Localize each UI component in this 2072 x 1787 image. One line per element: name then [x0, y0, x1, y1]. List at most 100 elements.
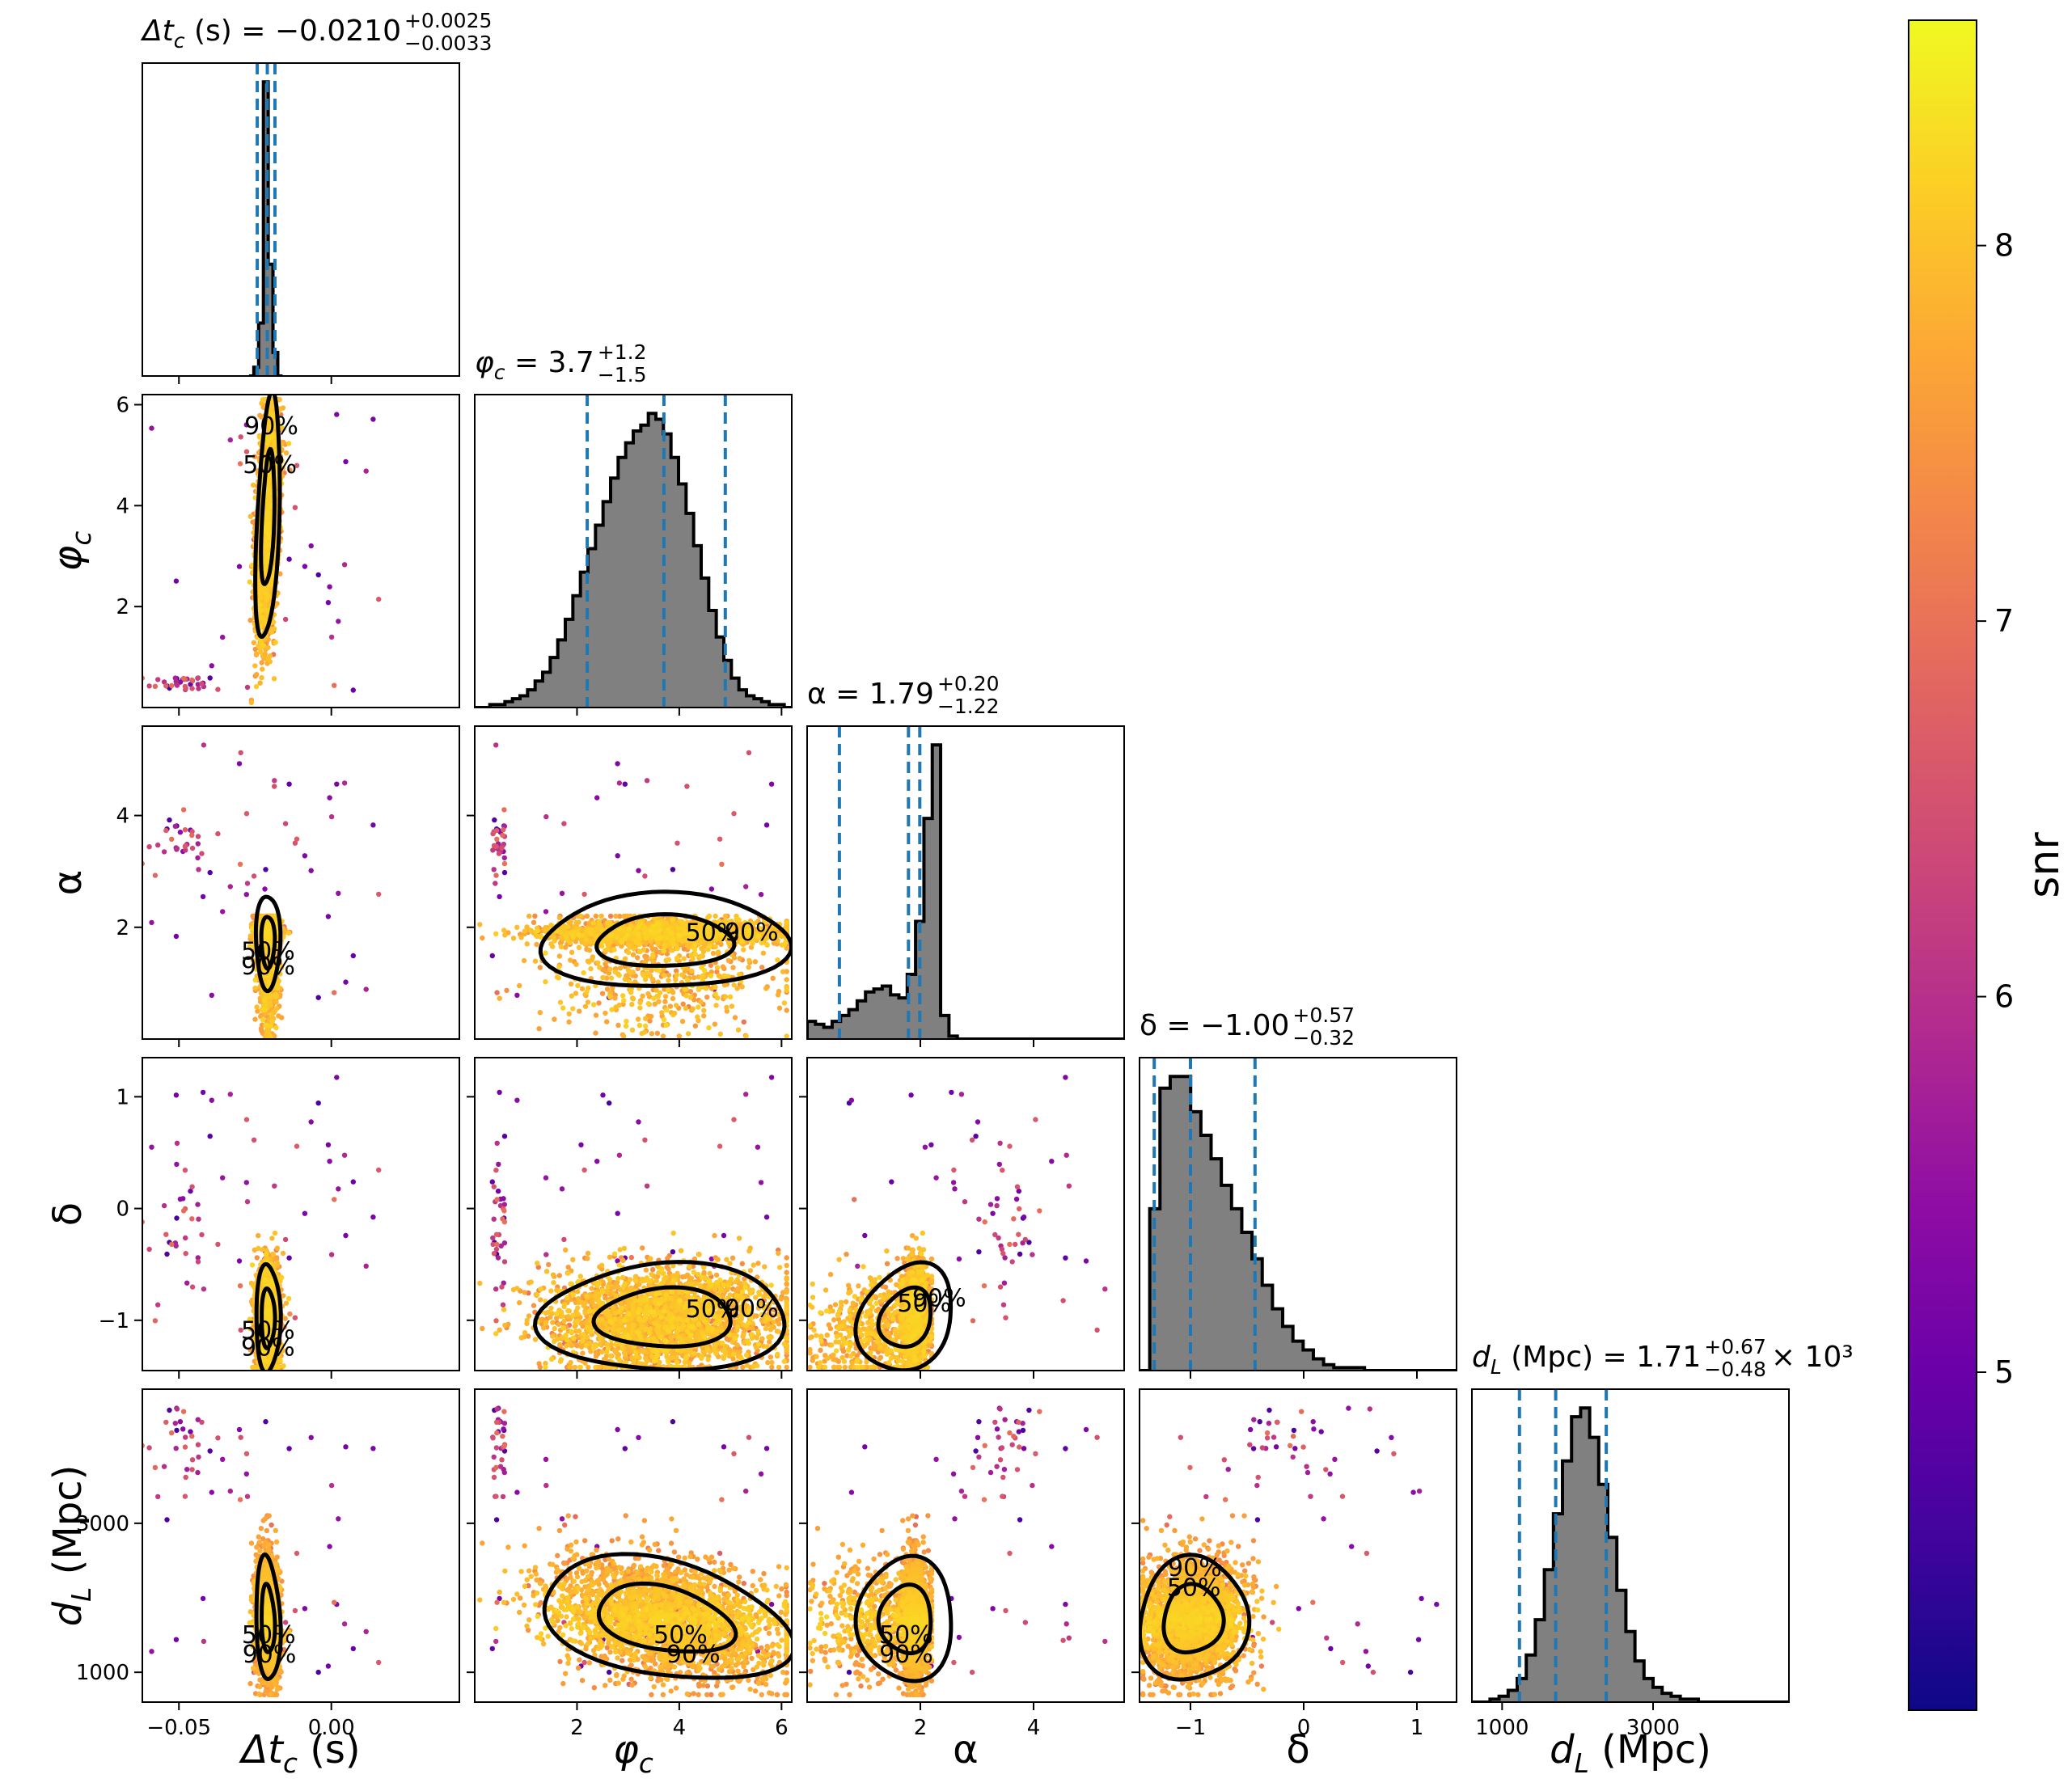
scatter-point — [259, 674, 264, 681]
scatter-point — [334, 412, 340, 417]
scatter-point — [328, 634, 335, 640]
scatter-point — [167, 817, 172, 823]
panel-grid: Δtc (s) = −0.0210 +0.0025−0.003350%90%246… — [45, 9, 1854, 1779]
scatter-point — [332, 990, 337, 995]
scatter-point — [328, 813, 335, 820]
scatter-point — [189, 832, 195, 839]
scatter-point — [248, 699, 255, 705]
scatter-point — [258, 649, 264, 655]
scatter-point — [341, 562, 348, 568]
scatter-point — [209, 663, 214, 669]
scatter-point — [308, 868, 314, 873]
scatter-point — [169, 682, 175, 689]
scatter-point — [341, 780, 348, 786]
scatter-point — [259, 615, 264, 620]
scatter-point — [260, 653, 266, 659]
scatter-point — [262, 886, 268, 892]
scatter-point — [149, 425, 154, 431]
scatter-point — [174, 846, 180, 851]
scatter-point — [155, 677, 161, 682]
scatter-point — [264, 554, 271, 560]
scatter-point — [189, 677, 195, 683]
scatter-point — [161, 679, 167, 685]
scatter-point — [196, 686, 201, 691]
scatter-point — [149, 919, 154, 926]
hist-panel-dt: Δtc (s) = −0.0210 +0.0025−0.0033 — [140, 9, 492, 384]
scatter-points: 50%90% — [142, 395, 382, 705]
scatter-point — [195, 675, 201, 681]
scatter-point — [250, 482, 256, 488]
scatter-point — [263, 591, 269, 597]
scatter-point — [257, 680, 263, 686]
scatter-point — [209, 992, 214, 999]
scatter-point — [177, 830, 184, 835]
scatter-point — [243, 811, 250, 817]
scatter-point — [236, 564, 243, 569]
scatter-point — [363, 468, 369, 474]
scatter-point — [237, 861, 243, 868]
scatter-point — [261, 397, 267, 403]
scatter-point — [302, 853, 308, 859]
scatter-point — [182, 826, 188, 833]
scatter-point — [332, 682, 337, 688]
scatter-point — [263, 867, 269, 872]
scatter-point — [227, 884, 233, 889]
scatter-point — [174, 682, 180, 688]
scatter-point — [243, 892, 249, 898]
scatter-point — [243, 422, 249, 428]
scatter-point — [286, 556, 292, 562]
scatter-point — [285, 441, 292, 446]
scatter-point — [163, 683, 169, 689]
scatter-point — [238, 750, 243, 756]
scatter-point — [286, 781, 292, 787]
scatter-point — [287, 467, 293, 473]
scatter-point — [257, 602, 263, 608]
panel-frame — [142, 62, 460, 377]
scatter-point — [350, 687, 356, 693]
scatter-point — [273, 640, 278, 645]
scatter-point — [292, 505, 298, 510]
scatter-point — [189, 686, 195, 691]
scatter-point — [189, 845, 196, 851]
scatter-point — [315, 995, 321, 1000]
histogram-bars — [475, 395, 792, 708]
scatter-point — [276, 1013, 281, 1019]
panel-title-phi: φc = 3.7 — [475, 346, 594, 384]
panel-title-lower-err: −0.0033 — [404, 32, 492, 55]
scatter-point — [257, 412, 263, 418]
scatter-point — [196, 867, 201, 872]
scatter-point — [207, 869, 213, 876]
scatter-point — [266, 655, 272, 661]
scatter-point — [180, 807, 187, 813]
scatter-point — [237, 461, 243, 467]
scatter-point — [215, 830, 221, 837]
scatter-point — [334, 781, 340, 787]
scatter-point — [253, 651, 260, 657]
scatter-point — [294, 463, 300, 468]
scatter-point — [258, 1026, 264, 1032]
contour-label: 90% — [244, 412, 298, 441]
scatter-point — [254, 1004, 260, 1010]
scatter-point — [173, 933, 180, 940]
scatter-point — [236, 761, 243, 767]
scatter-point — [182, 683, 188, 690]
scatter-point — [315, 572, 321, 578]
scatter-point — [252, 985, 258, 991]
scatter-point — [195, 834, 201, 839]
scatter-point — [146, 683, 152, 689]
scatter-point — [146, 844, 152, 850]
y-tick-label: 6 — [116, 393, 129, 417]
scatter-point — [262, 602, 268, 609]
scatter-point — [251, 640, 257, 645]
scatter-point — [376, 596, 382, 602]
scatter-point — [199, 681, 205, 686]
scatter-point — [308, 543, 314, 549]
scatter-point — [247, 513, 253, 519]
scatter-point — [238, 434, 243, 440]
scatter-point — [336, 890, 341, 897]
scatter-point — [251, 873, 257, 879]
scatter-point — [283, 450, 290, 456]
scatter-point — [252, 663, 258, 669]
scatter-point — [260, 643, 266, 648]
scatter-point — [269, 1012, 274, 1018]
